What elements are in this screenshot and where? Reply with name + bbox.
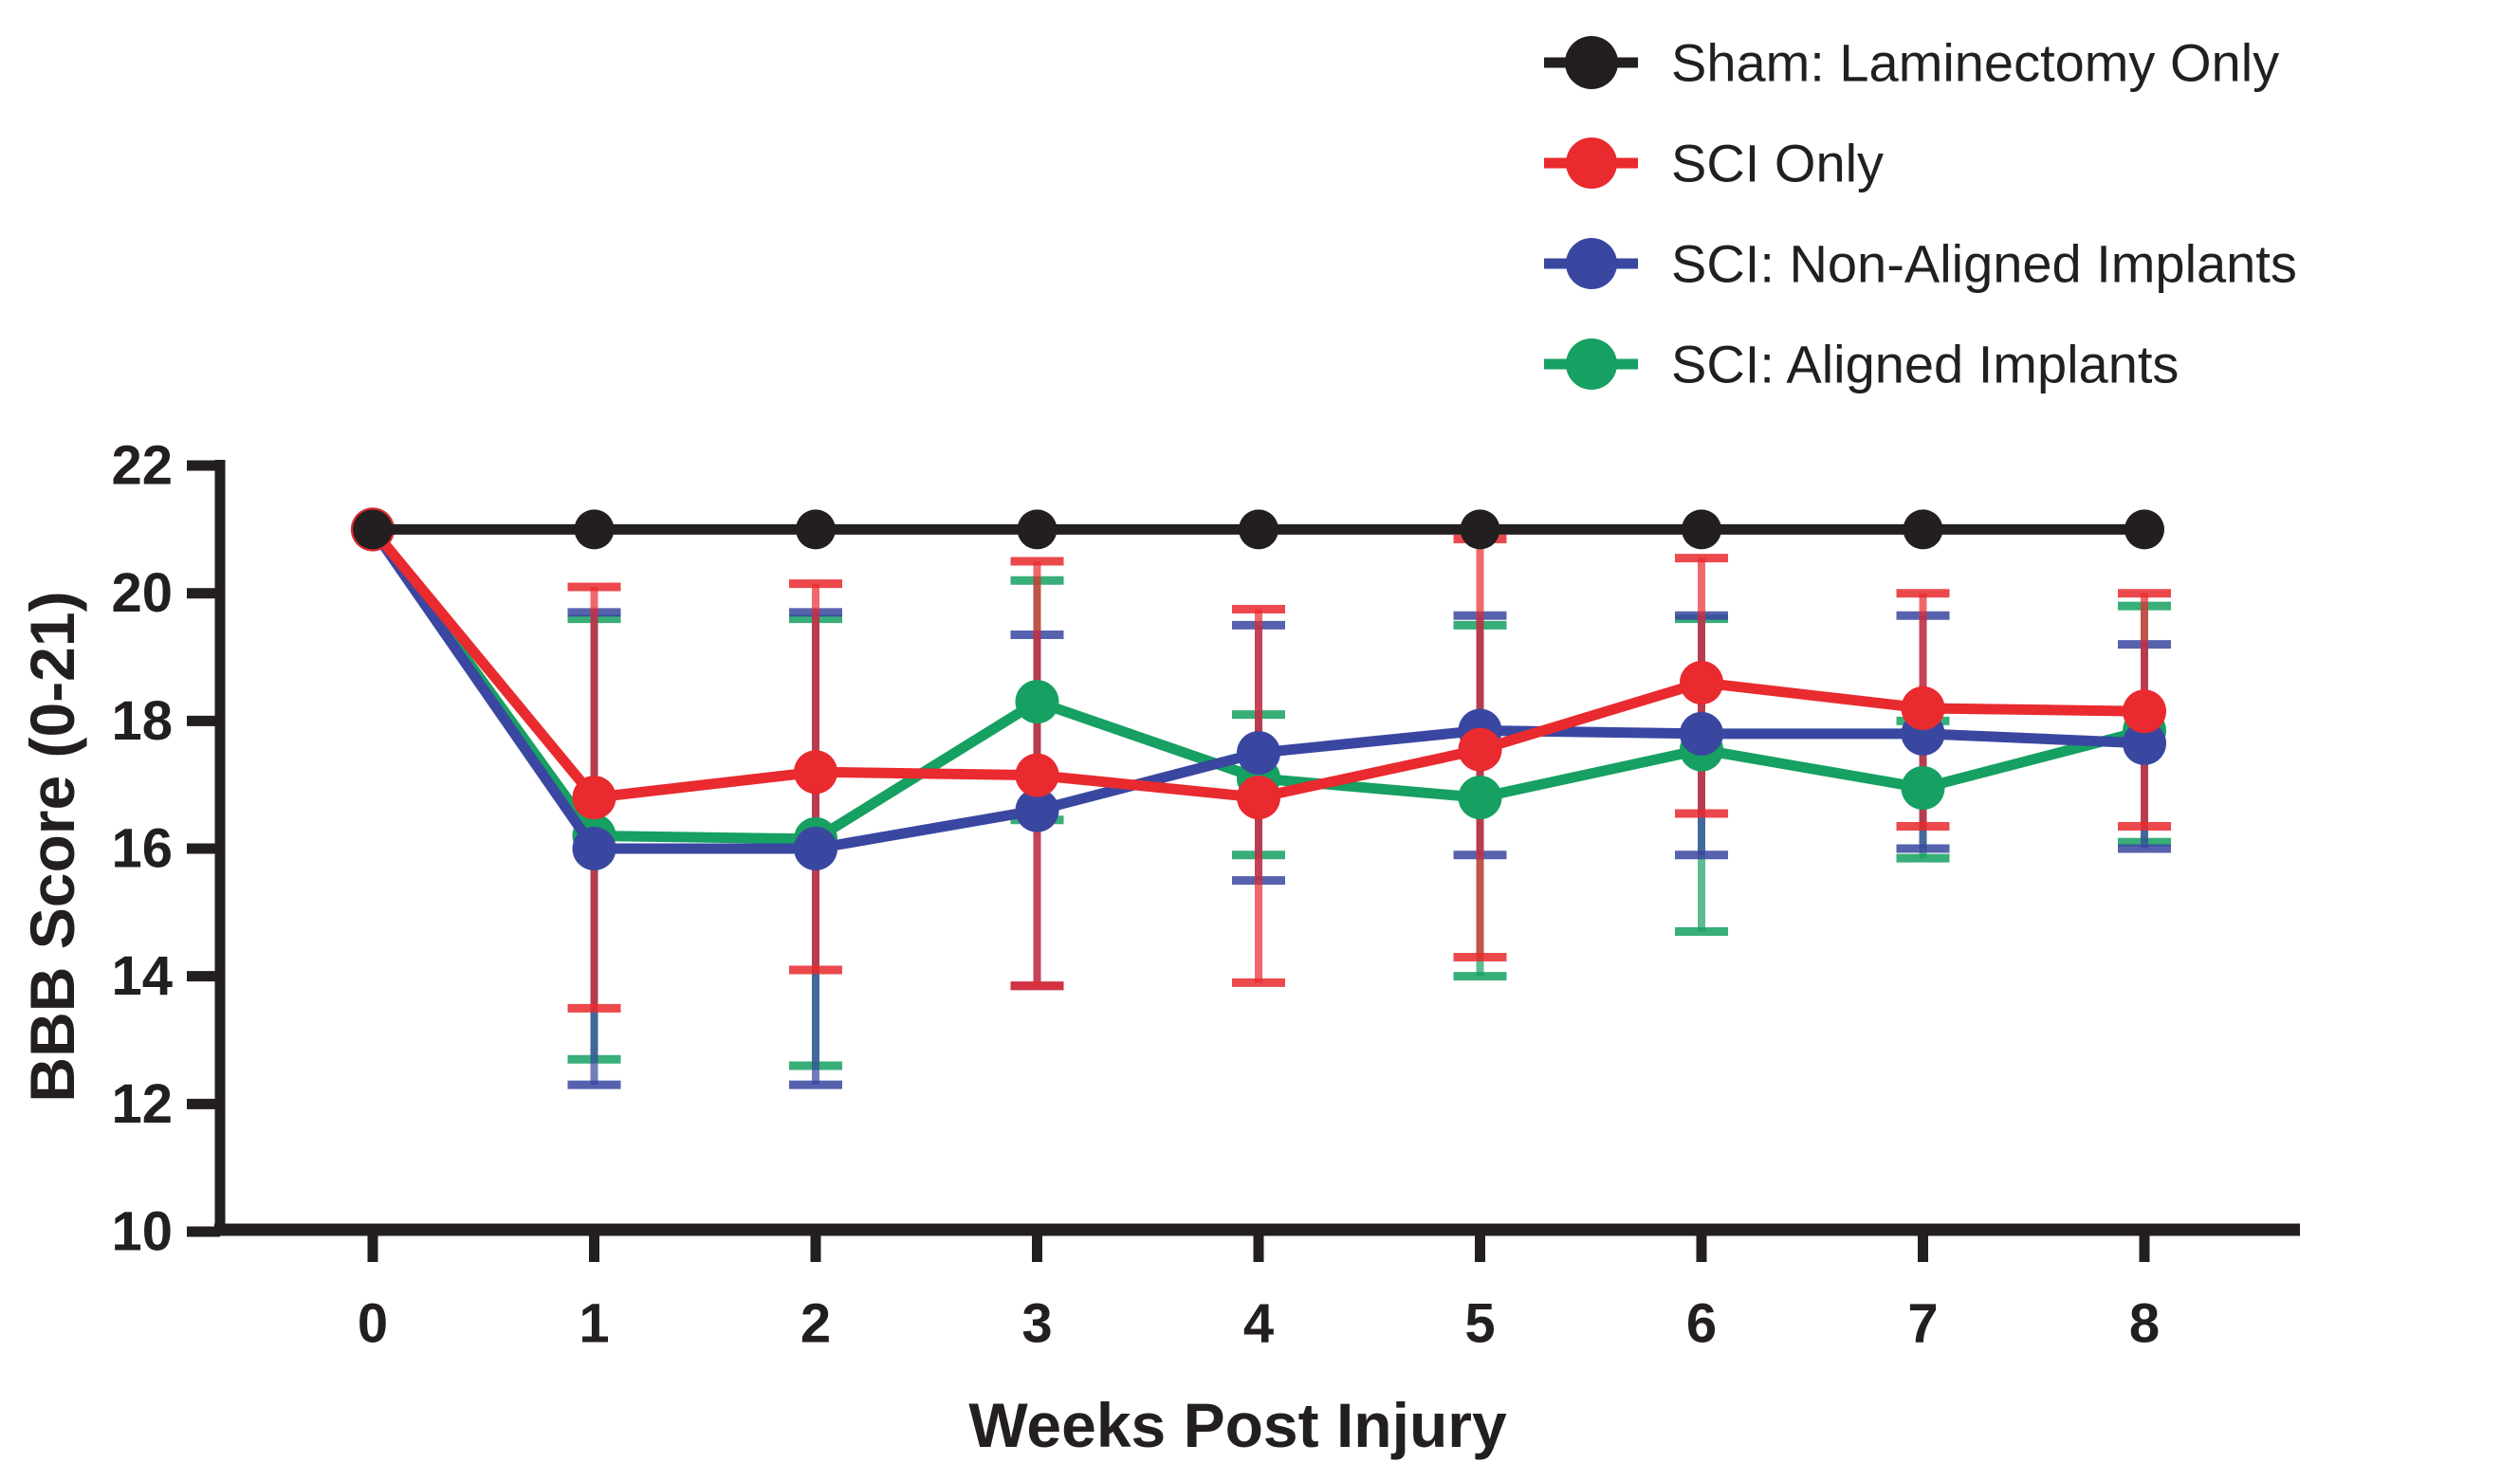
x-tick-label: 1	[579, 1293, 609, 1355]
x-tick-label: 7	[1907, 1293, 1938, 1355]
y-axis-title: BBB Score (0-21)	[17, 591, 87, 1102]
legend-item-sci-non-aligned-implants: SCI: Non-Aligned Implants	[1544, 234, 2297, 294]
series-marker	[1017, 509, 1058, 550]
legend: Sham: Laminectomy Only SCI Only SCI: Non-A…	[1544, 33, 2297, 394]
x-tick-label: 3	[1021, 1293, 1052, 1355]
series-marker	[1680, 711, 1723, 756]
x-tick-label: 8	[2129, 1293, 2160, 1355]
series-marker	[1458, 776, 1502, 820]
y-tick-label: 16	[111, 818, 173, 880]
legend-dot-icon	[1566, 238, 1617, 289]
y-tick-label: 14	[111, 945, 173, 1007]
x-tick-label: 5	[1464, 1293, 1495, 1355]
series-marker	[1680, 660, 1723, 704]
series-marker	[574, 509, 615, 550]
x-tick-label: 6	[1686, 1293, 1717, 1355]
series-marker	[2123, 721, 2166, 765]
legend-label: SCI: Non-Aligned Implants	[1671, 234, 2297, 294]
series-marker	[796, 509, 836, 550]
series-marker	[572, 827, 616, 871]
y-tick-label: 22	[111, 435, 173, 497]
series-marker	[1901, 766, 1945, 811]
y-tick-label: 10	[111, 1201, 173, 1263]
series-sham-laminectomy-only	[353, 509, 2164, 550]
x-tick-label: 4	[1243, 1293, 1274, 1355]
legend-item-sci-aligned-implants: SCI: Aligned Implants	[1544, 335, 2179, 394]
series-marker	[1682, 509, 1721, 550]
series-marker	[2123, 689, 2166, 734]
series-marker	[1460, 509, 1500, 550]
series-marker	[1015, 753, 1059, 797]
series-marker	[1903, 509, 1943, 550]
legend-item-sham-laminectomy-only: Sham: Laminectomy Only	[1544, 33, 2279, 93]
series-marker	[1015, 680, 1059, 724]
legend-label: Sham: Laminectomy Only	[1671, 33, 2279, 93]
y-tick-label: 18	[111, 690, 173, 752]
y-tick-label: 12	[111, 1073, 173, 1135]
series-marker	[1237, 776, 1280, 820]
legend-item-sci-only: SCI Only	[1544, 134, 1884, 193]
series-marker	[794, 827, 837, 871]
series-marker	[1901, 686, 1945, 730]
x-tick-label: 2	[800, 1293, 831, 1355]
series-marker	[1015, 788, 1059, 832]
legend-label: SCI Only	[1671, 134, 1884, 193]
legend-dot-icon	[1566, 338, 1617, 390]
series-marker	[1458, 727, 1502, 772]
series-marker	[353, 509, 393, 550]
legend-dot-icon	[1565, 36, 1618, 89]
x-tick-label: 0	[358, 1293, 388, 1355]
x-axis-title: Weeks Post Injury	[968, 1390, 1507, 1460]
legend-dot-icon	[1566, 137, 1617, 189]
series-marker	[572, 776, 616, 820]
series-marker	[1239, 509, 1278, 550]
series-marker	[2125, 509, 2164, 550]
series-marker	[794, 750, 837, 795]
series-marker	[1237, 731, 1280, 776]
y-tick-label: 20	[111, 562, 173, 624]
legend-label: SCI: Aligned Implants	[1671, 335, 2179, 394]
